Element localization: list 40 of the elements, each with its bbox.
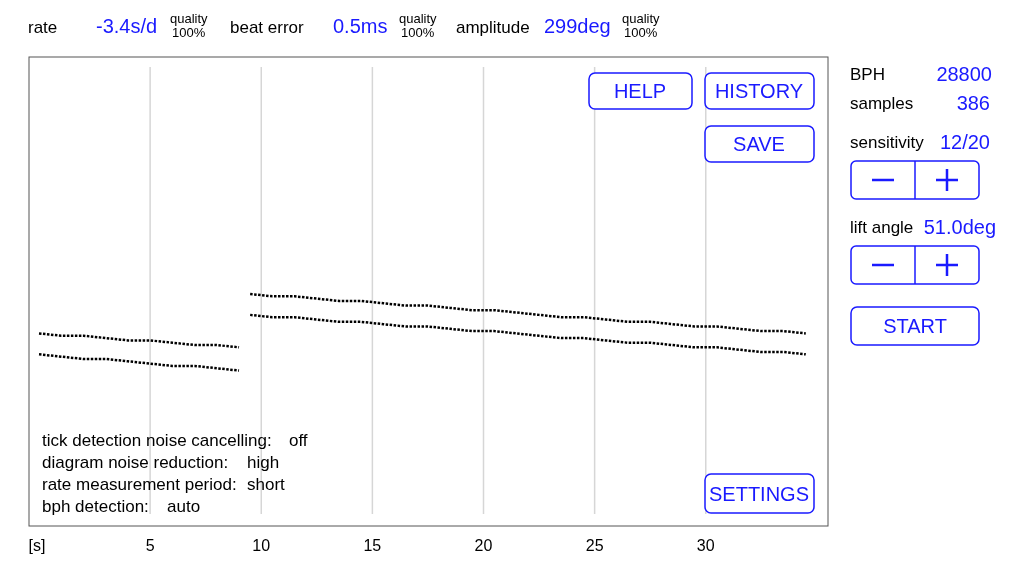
text: HELP bbox=[613, 80, 667, 102]
text: 12/20 bbox=[939, 131, 990, 153]
text: amplitude bbox=[456, 18, 530, 37]
text: BPH bbox=[850, 65, 885, 84]
text: rate bbox=[28, 18, 58, 37]
text: 100% bbox=[401, 25, 435, 40]
text: 100% bbox=[172, 25, 206, 40]
x-tick-label: 5 bbox=[145, 537, 155, 554]
annotation: short bbox=[247, 475, 286, 494]
x-tick-label: 30 bbox=[696, 537, 715, 554]
annotation: high bbox=[247, 453, 280, 472]
text: lift angle bbox=[850, 218, 914, 237]
annotation: tick detection noise cancelling: bbox=[42, 431, 272, 450]
annotation: auto bbox=[167, 497, 201, 516]
text: 299deg bbox=[544, 15, 611, 37]
text: sensitivity bbox=[850, 133, 925, 152]
text: 28800 bbox=[936, 63, 992, 85]
text: beat error bbox=[230, 18, 305, 37]
text: samples bbox=[850, 94, 914, 113]
text: quality bbox=[399, 11, 438, 26]
text: quality bbox=[622, 11, 661, 26]
x-tick-label: 10 bbox=[252, 537, 271, 554]
annotation: rate measurement period: bbox=[42, 475, 237, 494]
annotation: off bbox=[289, 431, 308, 450]
text: 0.5ms bbox=[333, 15, 388, 37]
annotation: SETTINGS bbox=[708, 483, 810, 505]
x-tick-label: 25 bbox=[585, 537, 604, 554]
text: SAVE bbox=[733, 133, 785, 155]
x-tick-label: 20 bbox=[474, 537, 493, 554]
text: -3.4s/d bbox=[96, 15, 158, 37]
text: 386 bbox=[956, 92, 990, 114]
text: 51.0deg bbox=[923, 216, 996, 238]
annotation: bph detection: bbox=[42, 497, 149, 516]
text: HISTORY bbox=[714, 80, 804, 102]
x-axis-title: [s] bbox=[28, 537, 46, 554]
text: quality bbox=[170, 11, 209, 26]
text: 100% bbox=[624, 25, 658, 40]
text: START bbox=[883, 315, 947, 337]
x-tick-label: 15 bbox=[363, 537, 382, 554]
annotation: diagram noise reduction: bbox=[42, 453, 229, 472]
